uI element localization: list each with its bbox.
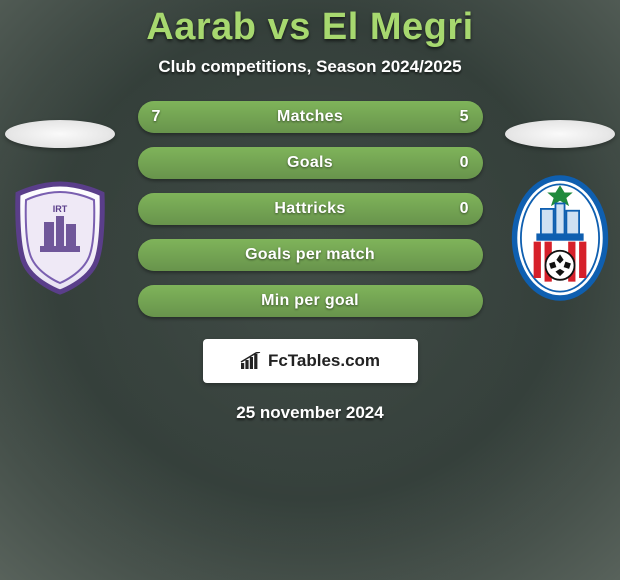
stat-value-right: 5 [460,108,469,126]
stat-value-left: 7 [152,108,161,126]
watermark-text: FcTables.com [268,351,380,371]
generated-date: 25 november 2024 [236,403,383,423]
stat-pill: Matches 7 5 [138,101,483,133]
stat-label: Matches [277,108,343,126]
player-right-silhouette [505,120,615,148]
stat-pill: Hattricks 0 [138,193,483,225]
subtitle: Club competitions, Season 2024/2025 [158,57,461,77]
svg-text:IRT: IRT [53,204,68,214]
stat-label: Hattricks [274,200,345,218]
stat-pill: Goals 0 [138,147,483,179]
stat-label: Goals per match [245,246,375,264]
stat-pill-list: Matches 7 5 Goals 0 Hattricks 0 Goals per match… [138,101,483,317]
club-crest-right [510,180,610,295]
player-left-silhouette [5,120,115,148]
stat-pill: Goals per match [138,239,483,271]
player-left: IRT [0,120,120,295]
watermark: FcTables.com [203,339,418,383]
stat-pill: Min per goal [138,285,483,317]
stat-value-right: 0 [460,200,469,218]
stat-label: Goals [287,154,333,172]
infographic-root: Aarab vs El Megri Club competitions, Sea… [0,0,620,580]
stat-label: Min per goal [261,292,359,310]
stat-value-right: 0 [460,154,469,172]
page-title: Aarab vs El Megri [146,6,473,49]
bar-chart-icon [240,352,262,370]
club-crest-left: IRT [10,180,110,295]
player-right [500,120,620,295]
